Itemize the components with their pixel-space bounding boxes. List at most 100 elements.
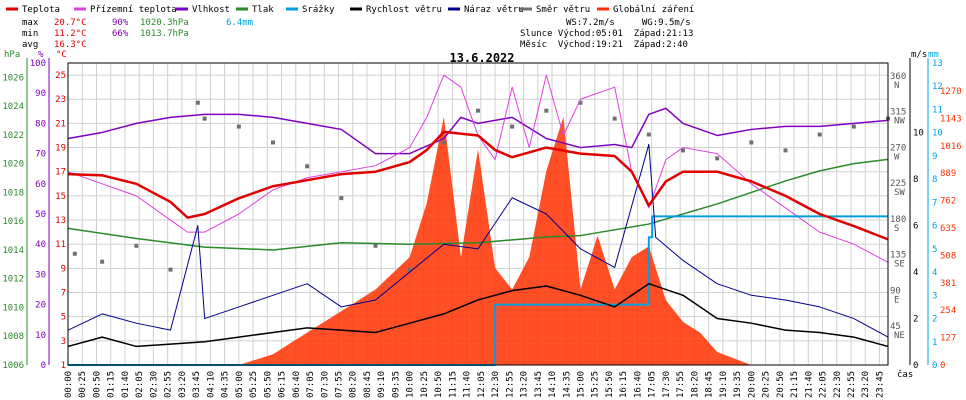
tick-hpa: 1026 [2, 73, 24, 83]
tick-wind-direction: 360 [890, 72, 906, 82]
tick-ms: 6 [913, 222, 918, 232]
tick-mm: 8 [932, 175, 937, 185]
tick-radiation: 762 [940, 197, 956, 207]
tick-mm: 4 [932, 268, 937, 278]
stats-block: max 20.7°C 90% 1020.3hPa 6.4mm min 11.2°… [22, 18, 253, 50]
tick-time: 10:00 [406, 371, 416, 398]
tick-hpa: 1024 [2, 102, 24, 112]
tick-radiation: 1143 [940, 114, 962, 124]
stats-min-humidity: 66% [112, 29, 129, 39]
series-wind-speed [67, 282, 889, 348]
tick-time: 15:50 [605, 371, 615, 398]
tick-time: 10:50 [434, 371, 444, 398]
tick-time: 16:15 [619, 371, 629, 398]
tick-mm: 0 [932, 361, 937, 371]
tick-percent: 80 [35, 119, 46, 129]
point-wind-direction [72, 251, 77, 256]
tick-time: 22:05 [819, 371, 829, 398]
tick-time: 04:10 [206, 371, 216, 398]
tick-time: 00:50 [92, 371, 102, 398]
tick-degc: 21 [55, 119, 66, 129]
tick-mm: 6 [932, 222, 937, 232]
tick-hpa: 1018 [2, 188, 24, 198]
tick-time: 11:40 [463, 371, 473, 398]
tick-degc: 23 [55, 95, 66, 105]
tick-radiation: 0 [940, 361, 945, 371]
point-wind-direction [749, 140, 754, 145]
point-wind-direction [195, 100, 200, 105]
tick-wind-direction-label: W [894, 152, 900, 162]
tick-ms: 2 [913, 315, 918, 325]
series-temperature [67, 130, 889, 241]
tick-hpa: 1016 [2, 217, 24, 227]
tick-degc: 15 [55, 192, 66, 202]
point-wind-direction [236, 124, 241, 129]
axis-unit-mm: mm [928, 50, 939, 60]
tick-time: 15:25 [591, 371, 601, 398]
point-wind-direction [851, 124, 856, 129]
stats-min-label: min [22, 29, 38, 39]
tick-percent: 20 [35, 301, 46, 311]
tick-time: 16:40 [633, 371, 643, 398]
tick-mm: 10 [932, 129, 943, 139]
tick-mm: 1 [932, 338, 937, 348]
tick-time: 07:30 [320, 371, 330, 398]
tick-wind-direction: 135 [890, 251, 906, 261]
tick-time: 21:40 [804, 371, 814, 398]
info-sun: Slunce Východ:05:01 Západ:21:13 [520, 29, 693, 39]
tick-degc: 5 [61, 313, 66, 323]
legend-label: Tlak [252, 5, 274, 15]
tick-wind-direction: 180 [890, 215, 906, 225]
tick-time: 00:00 [64, 371, 74, 398]
tick-wind-direction-label: E [894, 295, 899, 305]
tick-hpa: 1010 [2, 303, 24, 313]
tick-hpa: 1006 [2, 361, 24, 371]
stats-max-pressure: 1020.3hPa [140, 18, 189, 28]
stats-avg-label: avg [22, 40, 38, 50]
tick-radiation: 254 [940, 306, 956, 316]
point-wind-direction [646, 132, 651, 137]
tick-time: 13:20 [520, 371, 530, 398]
tick-mm: 3 [932, 291, 937, 301]
tick-time: 18:45 [705, 371, 715, 398]
tick-time: 17:30 [662, 371, 672, 398]
tick-time: 03:20 [178, 371, 188, 398]
tick-wind-direction-label: SW [894, 188, 905, 198]
legend: Teplota Přízemní teplota Vlhkost Tlak Srážky… [6, 5, 694, 15]
point-wind-direction [407, 267, 412, 272]
tick-ms: 8 [913, 175, 918, 185]
tick-wind-direction-label: N [894, 81, 899, 91]
tick-time: 02:55 [164, 371, 174, 398]
tick-wind-direction: 225 [890, 179, 906, 189]
tick-degc: 11 [55, 240, 66, 250]
tick-time: 12:55 [505, 371, 515, 398]
axis-unit-degc: °C [56, 50, 67, 60]
tick-time: 14:10 [548, 371, 558, 398]
series-ground-temperature [67, 74, 889, 263]
tick-time: 13:45 [534, 371, 544, 398]
tick-time: 19:10 [719, 371, 729, 398]
point-wind-direction [476, 108, 480, 113]
tick-time: 05:00 [235, 371, 245, 398]
tick-radiation: 1270 [940, 87, 962, 97]
tick-radiation: 508 [940, 251, 956, 261]
point-wind-direction [100, 259, 105, 264]
tick-mm: 9 [932, 152, 937, 162]
chart-title: 13.6.2022 [449, 51, 514, 65]
tick-radiation: 889 [940, 169, 956, 179]
tick-time: 23:45 [875, 371, 885, 398]
tick-time: 17:55 [676, 371, 686, 398]
left-axes: 2523211917151311975311026102410221020101… [2, 58, 66, 371]
series-humidity [67, 107, 889, 155]
tick-radiation: 127 [940, 334, 956, 344]
tick-wind-direction: 270 [890, 143, 906, 153]
tick-degc: 1 [61, 361, 66, 371]
tick-time: 20:25 [762, 371, 772, 398]
tick-time: 02:05 [135, 371, 145, 398]
legend-label: Srážky [302, 5, 335, 15]
stats-min-pressure: 1013.7hPa [140, 29, 189, 39]
axis-unit-ms: m/s [911, 50, 927, 60]
point-wind-direction [510, 124, 515, 129]
tick-time: 23:20 [861, 371, 871, 398]
